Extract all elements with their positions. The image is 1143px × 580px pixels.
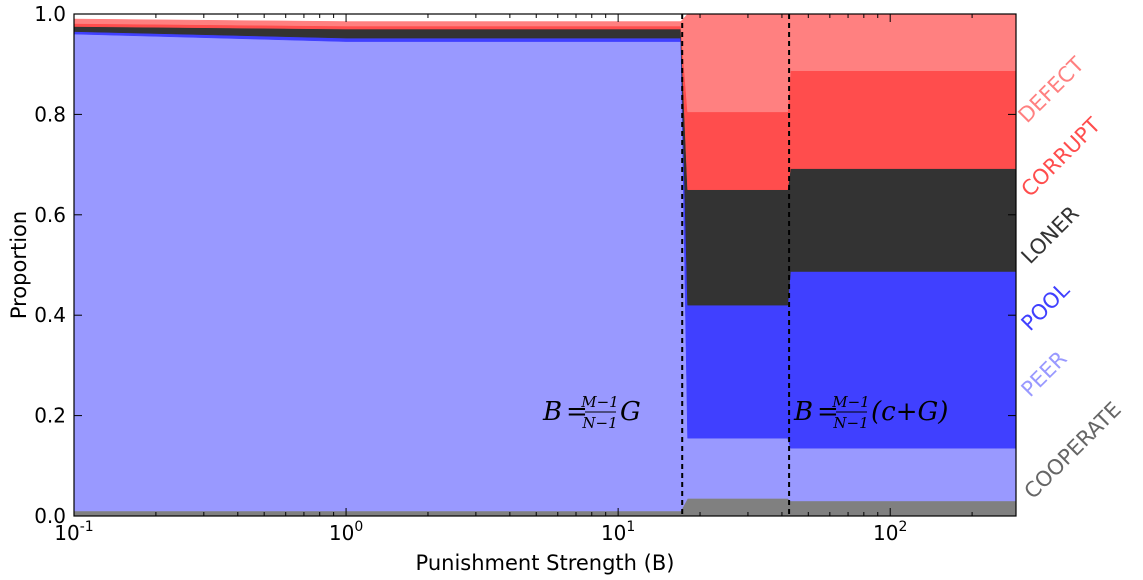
y-axis-label: Proportion [7, 211, 31, 319]
x-tick-label: 102 [873, 519, 907, 545]
annotation-2-lhs: B [793, 397, 813, 427]
x-axis-label: Punishment Strength (B) [416, 551, 675, 575]
annotation-threshold-2: B = M−1 N−1 (c+G) [793, 393, 948, 432]
x-tick-label: 10-1 [54, 519, 93, 545]
legend: DEFECT CORRUPT LONER POOL PEER COOPERATE [1014, 52, 1126, 503]
y-tick-label: 1.0 [34, 2, 66, 26]
annotation-1-lhs: B [542, 397, 562, 427]
annotation-1-rhs: G [620, 397, 641, 427]
y-tick-label: 0.0 [34, 504, 66, 528]
annotation-threshold-1: B = M−1 N−1 G [542, 393, 641, 432]
annotation-1-equals: = [566, 397, 588, 427]
axis-ticks: 0.0 0.2 0.4 0.6 0.8 1.0 10-1 100 101 102 [34, 2, 1016, 545]
annotation-1-numerator: M−1 [580, 393, 618, 411]
y-tick-label: 0.4 [34, 303, 66, 327]
y-tick-label: 0.6 [34, 203, 66, 227]
area-layer [73, 13, 1017, 517]
y-tick-label: 0.8 [34, 102, 66, 126]
annotation-1-denominator: N−1 [581, 414, 617, 432]
legend-pool: POOL [1017, 278, 1075, 336]
y-tick-label: 0.2 [34, 404, 66, 428]
annotation-2-denominator: N−1 [832, 414, 868, 432]
annotation-2-rhs: (c+G) [871, 397, 948, 427]
annotation-2-equals: = [817, 397, 839, 427]
legend-loner: LONER [1017, 201, 1084, 268]
x-tick-label: 100 [329, 519, 363, 545]
legend-peer: PEER [1017, 347, 1072, 402]
x-tick-label: 101 [601, 519, 635, 545]
legend-defect: DEFECT [1014, 52, 1089, 127]
legend-cooperate: COOPERATE [1020, 397, 1126, 503]
annotation-2-numerator: M−1 [831, 393, 869, 411]
threshold-lines [681, 14, 791, 516]
plot-frame [73, 13, 1017, 517]
